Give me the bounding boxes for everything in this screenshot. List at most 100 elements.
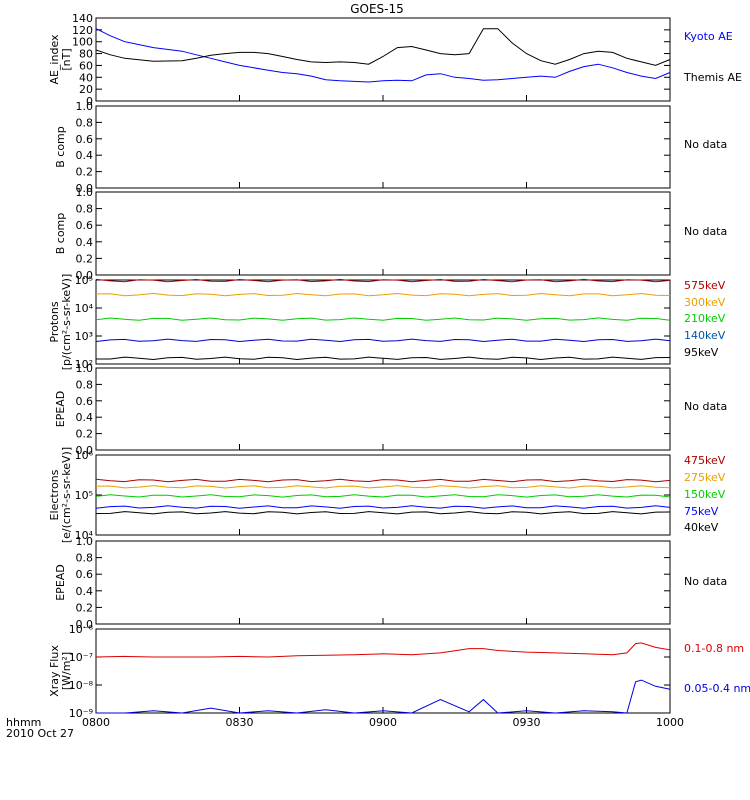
y-tick-label: 120 [72, 24, 93, 37]
series-line [96, 356, 671, 361]
y-axis-label: B comp [54, 213, 67, 255]
panel-frame [95, 105, 671, 189]
series-line [95, 292, 671, 297]
y-tick-label: 80 [79, 48, 93, 61]
y-tick-label: 1.0 [76, 186, 94, 199]
y-axis-label: EPEAD [54, 564, 67, 601]
y-tick-label: 140 [72, 12, 93, 25]
y-tick-label: 100 [72, 36, 93, 49]
y-tick-label: 0.6 [76, 219, 94, 232]
y-tick-label: 0.4 [76, 411, 94, 424]
y-axis-label: EPEAD [54, 391, 67, 428]
y-axis-label: Protons [48, 301, 61, 342]
y-tick-label: 10⁻⁸ [69, 679, 94, 692]
legend-label: 275keV [684, 471, 726, 484]
legend-label: 0.05-0.4 nm [684, 682, 750, 695]
y-tick-label: 40 [79, 71, 93, 84]
legend-label: 575keV [684, 279, 726, 292]
panel-8: 10⁻⁹ 10⁻⁸ 10⁻⁷ 10⁻⁸ Xray Flux [W/m²] 0.1-0.8 n… [48, 623, 750, 720]
panel-frame [95, 279, 671, 365]
panel-frame [95, 17, 671, 102]
legend-label: 140keV [684, 329, 726, 342]
series-line [95, 494, 671, 498]
series-line [95, 485, 671, 489]
y-tick-label: 0.0 [76, 444, 94, 457]
y-tick-label: 10³ [75, 330, 93, 343]
y-tick-label: 0.0 [76, 269, 94, 282]
series-line [95, 505, 671, 509]
panel-7: 0.0 0.2 0.4 0.6 0.8 1.0 EPEAD No data [54, 535, 727, 631]
figure-title: GOES-15 [350, 2, 404, 16]
panel-2: 0.0 0.2 0.4 0.6 0.8 1.0 B comp No data [54, 100, 727, 195]
time-axis-label: hhmm [6, 716, 41, 729]
legend-label: 0.1-0.8 nm [684, 642, 744, 655]
y-tick-label: 0.2 [76, 601, 94, 614]
no-data-label: No data [684, 138, 727, 151]
y-tick-label: 0.8 [76, 203, 94, 216]
y-tick-label: 0 [86, 95, 93, 108]
series-line [96, 679, 671, 714]
y-axis-label: [W/m²] [60, 652, 73, 690]
y-tick-label: 0.4 [76, 149, 94, 162]
y-axis-label: AE_index [48, 34, 61, 85]
series-line [95, 642, 671, 658]
y-tick-label: 1.0 [76, 535, 94, 548]
legend-label: Kyoto AE [684, 30, 733, 43]
panel-frame [95, 628, 671, 714]
legend-label: 475keV [684, 454, 726, 467]
y-tick-label: 10⁻⁷ [69, 651, 93, 664]
y-axis-label: [p/(cm²-s-sr-keV)] [60, 274, 73, 371]
panel-3: 0.0 0.2 0.4 0.6 0.8 1.0 B comp No data [54, 186, 727, 282]
y-tick-label: 10⁴ [75, 302, 94, 315]
no-data-label: No data [684, 400, 727, 413]
panel-6: 10⁴ 10⁵ 10⁶ Electrons [e/(cm²-s-sr-keV)] 475k… [48, 447, 726, 543]
y-tick-label: 60 [79, 59, 93, 72]
y-tick-label: 0.6 [76, 568, 94, 581]
y-tick-label: 0.4 [76, 236, 94, 249]
y-axis-label: B comp [54, 126, 67, 168]
legend-label: 75keV [684, 505, 719, 518]
y-tick-label: 10⁴ [75, 529, 94, 542]
panel-frame [95, 540, 671, 625]
x-tick-label: 0900 [369, 716, 397, 729]
series-line [95, 511, 671, 515]
legend-label: 95keV [684, 346, 719, 359]
y-tick-label: 10⁻⁹ [69, 707, 93, 720]
y-tick-label: 1.0 [76, 362, 94, 375]
y-tick-label: 0.6 [76, 133, 94, 146]
series-line [95, 278, 671, 283]
x-tick-label: 0800 [82, 716, 110, 729]
y-tick-label: 1.0 [76, 100, 94, 113]
series-line [95, 28, 671, 66]
y-tick-label: 0.2 [76, 166, 94, 179]
y-tick-label: 0.2 [76, 252, 94, 265]
no-data-label: No data [684, 225, 727, 238]
y-tick-label: 0.6 [76, 395, 94, 408]
legend-label: 300keV [684, 296, 726, 309]
panel-4: 10² 10³ 10⁴ 10⁵ Protons [p/(cm²-s-sr-keV)] 575… [48, 274, 726, 371]
panel-frame [95, 367, 671, 451]
legend-label: 210keV [684, 312, 726, 325]
x-tick-label: 0930 [513, 716, 541, 729]
y-tick-label: 0.0 [76, 618, 94, 631]
y-tick-label: 10⁶ [75, 449, 94, 462]
series-line [95, 317, 671, 321]
no-data-label: No data [684, 575, 727, 588]
y-axis-label: Electrons [48, 469, 61, 520]
legend-label: 150keV [684, 488, 726, 501]
y-tick-label: 10⁵ [75, 274, 93, 287]
y-axis-label: [nT] [60, 48, 73, 70]
y-tick-label: 0.8 [76, 378, 94, 391]
y-tick-label: 10² [75, 358, 93, 371]
x-tick-label: 1000 [656, 716, 684, 729]
y-tick-label: 0.8 [76, 116, 94, 129]
panel-frame [95, 454, 671, 536]
y-axis-label: Xray Flux [48, 645, 61, 697]
y-tick-label: 10⁵ [75, 489, 93, 502]
date-label: 2010 Oct 27 [6, 727, 74, 740]
x-tick-label: 0830 [226, 716, 254, 729]
y-tick-label: 10⁻⁸ [69, 623, 94, 636]
